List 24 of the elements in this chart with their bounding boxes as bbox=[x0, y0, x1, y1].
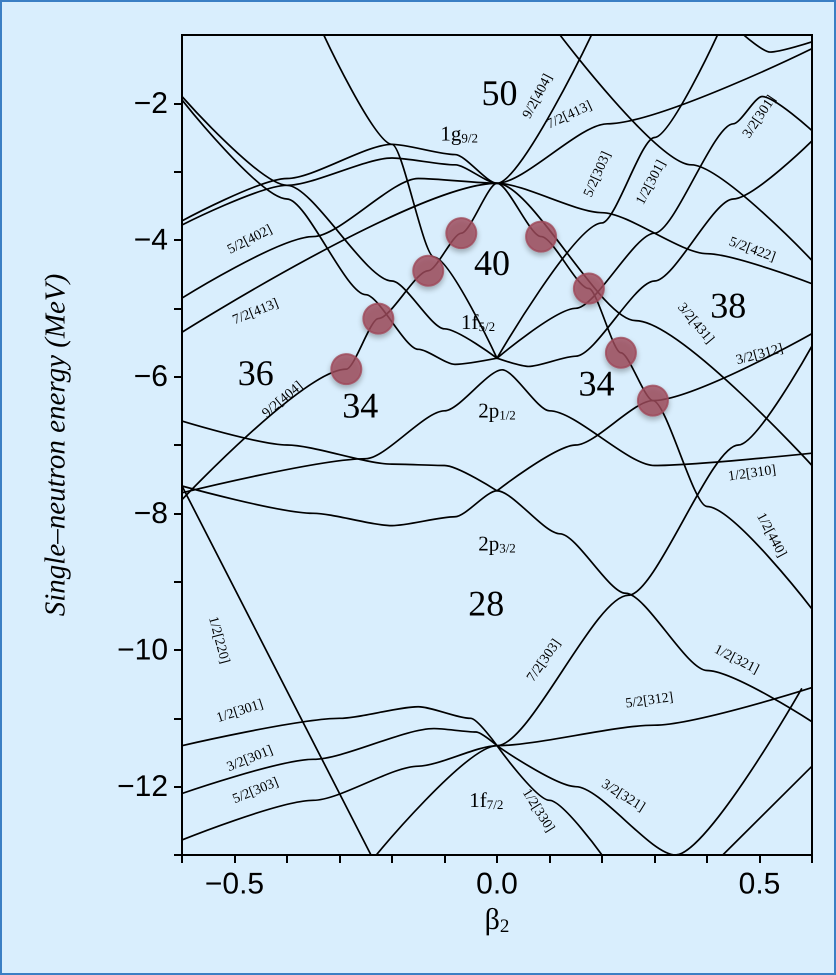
annotation: 1/2[301] bbox=[214, 696, 266, 726]
y-axis-title: Single–neutron energy (MeV) bbox=[40, 274, 72, 616]
annotation: 5/2[312] bbox=[624, 690, 674, 712]
annotation: 2p3/2 bbox=[478, 531, 516, 556]
annotation: 34 bbox=[578, 364, 615, 404]
annotation: 34 bbox=[342, 386, 378, 426]
y-tick-label: −2 bbox=[134, 86, 168, 120]
annotation: 2p1/2 bbox=[478, 398, 516, 423]
annotation: 28 bbox=[468, 583, 504, 624]
x-tick-label: 0.5 bbox=[738, 868, 780, 900]
annotation: 50 bbox=[482, 73, 518, 114]
annotation: 40 bbox=[474, 242, 510, 283]
annotation: 1g9/2 bbox=[440, 121, 478, 146]
y-tick-label: −4 bbox=[134, 224, 168, 256]
x-tick-label: 0.0 bbox=[476, 868, 518, 900]
annotation: 3/2[312] bbox=[734, 341, 785, 368]
annotation: 1f7/2 bbox=[469, 788, 504, 812]
y-tick-label: −12 bbox=[117, 770, 168, 804]
annotation: 1/2[310] bbox=[727, 462, 778, 484]
annotation: 1/2[220] bbox=[205, 614, 232, 666]
y-tick-label: −6 bbox=[134, 360, 168, 394]
x-tick-label: −0.5 bbox=[204, 868, 264, 900]
y-tick-label: −10 bbox=[117, 634, 168, 666]
y-tick-label: −8 bbox=[134, 496, 168, 530]
